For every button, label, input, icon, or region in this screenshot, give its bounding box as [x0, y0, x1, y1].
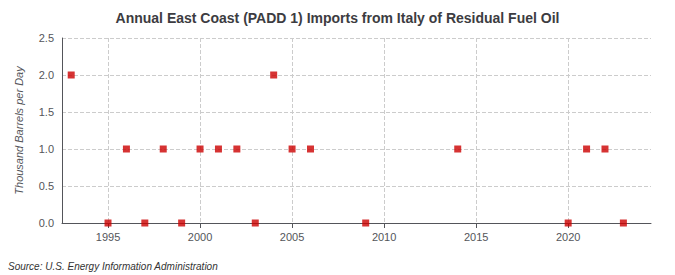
- svg-text:2.0: 2.0: [39, 69, 54, 81]
- svg-text:0.5: 0.5: [39, 180, 54, 192]
- svg-text:Source: U.S. Energy Informatio: Source: U.S. Energy Information Administ…: [8, 261, 218, 272]
- svg-text:2005: 2005: [280, 231, 304, 243]
- svg-text:1.5: 1.5: [39, 106, 54, 118]
- svg-text:2015: 2015: [464, 231, 488, 243]
- svg-text:1995: 1995: [96, 231, 120, 243]
- svg-text:Annual East Coast (PADD 1) Imp: Annual East Coast (PADD 1) Imports from …: [116, 10, 560, 26]
- svg-text:0.0: 0.0: [39, 217, 54, 229]
- svg-text:2.5: 2.5: [39, 32, 54, 44]
- svg-text:2020: 2020: [556, 231, 580, 243]
- svg-text:1.0: 1.0: [39, 143, 54, 155]
- svg-text:2000: 2000: [188, 231, 212, 243]
- svg-text:2010: 2010: [372, 231, 396, 243]
- svg-text:Thousand Barrels per Day: Thousand Barrels per Day: [13, 65, 25, 195]
